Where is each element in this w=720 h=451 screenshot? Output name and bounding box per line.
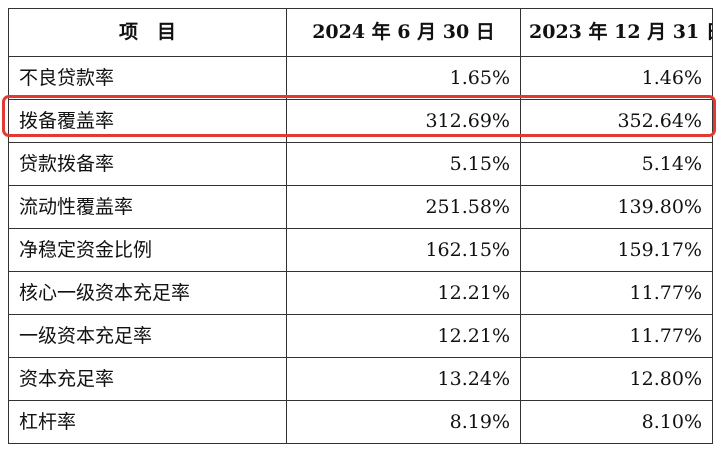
- table-row: 资本充足率 13.24% 12.80%: [8, 357, 713, 401]
- value-2024: 13.24%: [286, 357, 521, 401]
- value-2023: 1.46%: [520, 56, 713, 100]
- value-2024: 251.58%: [286, 185, 521, 229]
- value-2024: 162.15%: [286, 228, 521, 272]
- value-2024: 12.21%: [286, 271, 521, 315]
- table-row: 流动性覆盖率 251.58% 139.80%: [8, 185, 713, 229]
- value-2023: 12.80%: [520, 357, 713, 401]
- value-2023: 352.64%: [520, 99, 713, 143]
- value-2023: 159.17%: [520, 228, 713, 272]
- row-label: 净稳定资金比例: [8, 228, 287, 272]
- table-row-highlighted: 拨备覆盖率 312.69% 352.64%: [8, 99, 713, 143]
- table-row: 不良贷款率 1.65% 1.46%: [8, 56, 713, 100]
- value-2023: 11.77%: [520, 314, 713, 358]
- table-row: 净稳定资金比例 162.15% 159.17%: [8, 228, 713, 272]
- indicator-table: 项 目 2024 年 6 月 30 日 2023 年 12 月 31 日 不良贷…: [8, 8, 713, 444]
- indicator-table-container: 项 目 2024 年 6 月 30 日 2023 年 12 月 31 日 不良贷…: [8, 8, 713, 444]
- row-label: 资本充足率: [8, 357, 287, 401]
- row-label: 不良贷款率: [8, 56, 287, 100]
- value-2023: 8.10%: [520, 400, 713, 444]
- table-row: 核心一级资本充足率 12.21% 11.77%: [8, 271, 713, 315]
- row-label: 流动性覆盖率: [8, 185, 287, 229]
- value-2023: 139.80%: [520, 185, 713, 229]
- table-row: 贷款拨备率 5.15% 5.14%: [8, 142, 713, 186]
- table-row: 一级资本充足率 12.21% 11.77%: [8, 314, 713, 358]
- value-2024: 312.69%: [286, 99, 521, 143]
- header-2024-06-30: 2024 年 6 月 30 日: [286, 8, 521, 57]
- table-header-row: 项 目 2024 年 6 月 30 日 2023 年 12 月 31 日: [8, 8, 713, 57]
- table-row: 杠杆率 8.19% 8.10%: [8, 400, 713, 444]
- row-label: 杠杆率: [8, 400, 287, 444]
- value-2023: 5.14%: [520, 142, 713, 186]
- value-2024: 1.65%: [286, 56, 521, 100]
- value-2024: 5.15%: [286, 142, 521, 186]
- row-label: 贷款拨备率: [8, 142, 287, 186]
- row-label: 一级资本充足率: [8, 314, 287, 358]
- value-2024: 12.21%: [286, 314, 521, 358]
- value-2023: 11.77%: [520, 271, 713, 315]
- value-2024: 8.19%: [286, 400, 521, 444]
- row-label: 核心一级资本充足率: [8, 271, 287, 315]
- header-2023-12-31: 2023 年 12 月 31 日: [520, 8, 713, 57]
- row-label: 拨备覆盖率: [8, 99, 287, 143]
- header-item: 项 目: [8, 8, 287, 57]
